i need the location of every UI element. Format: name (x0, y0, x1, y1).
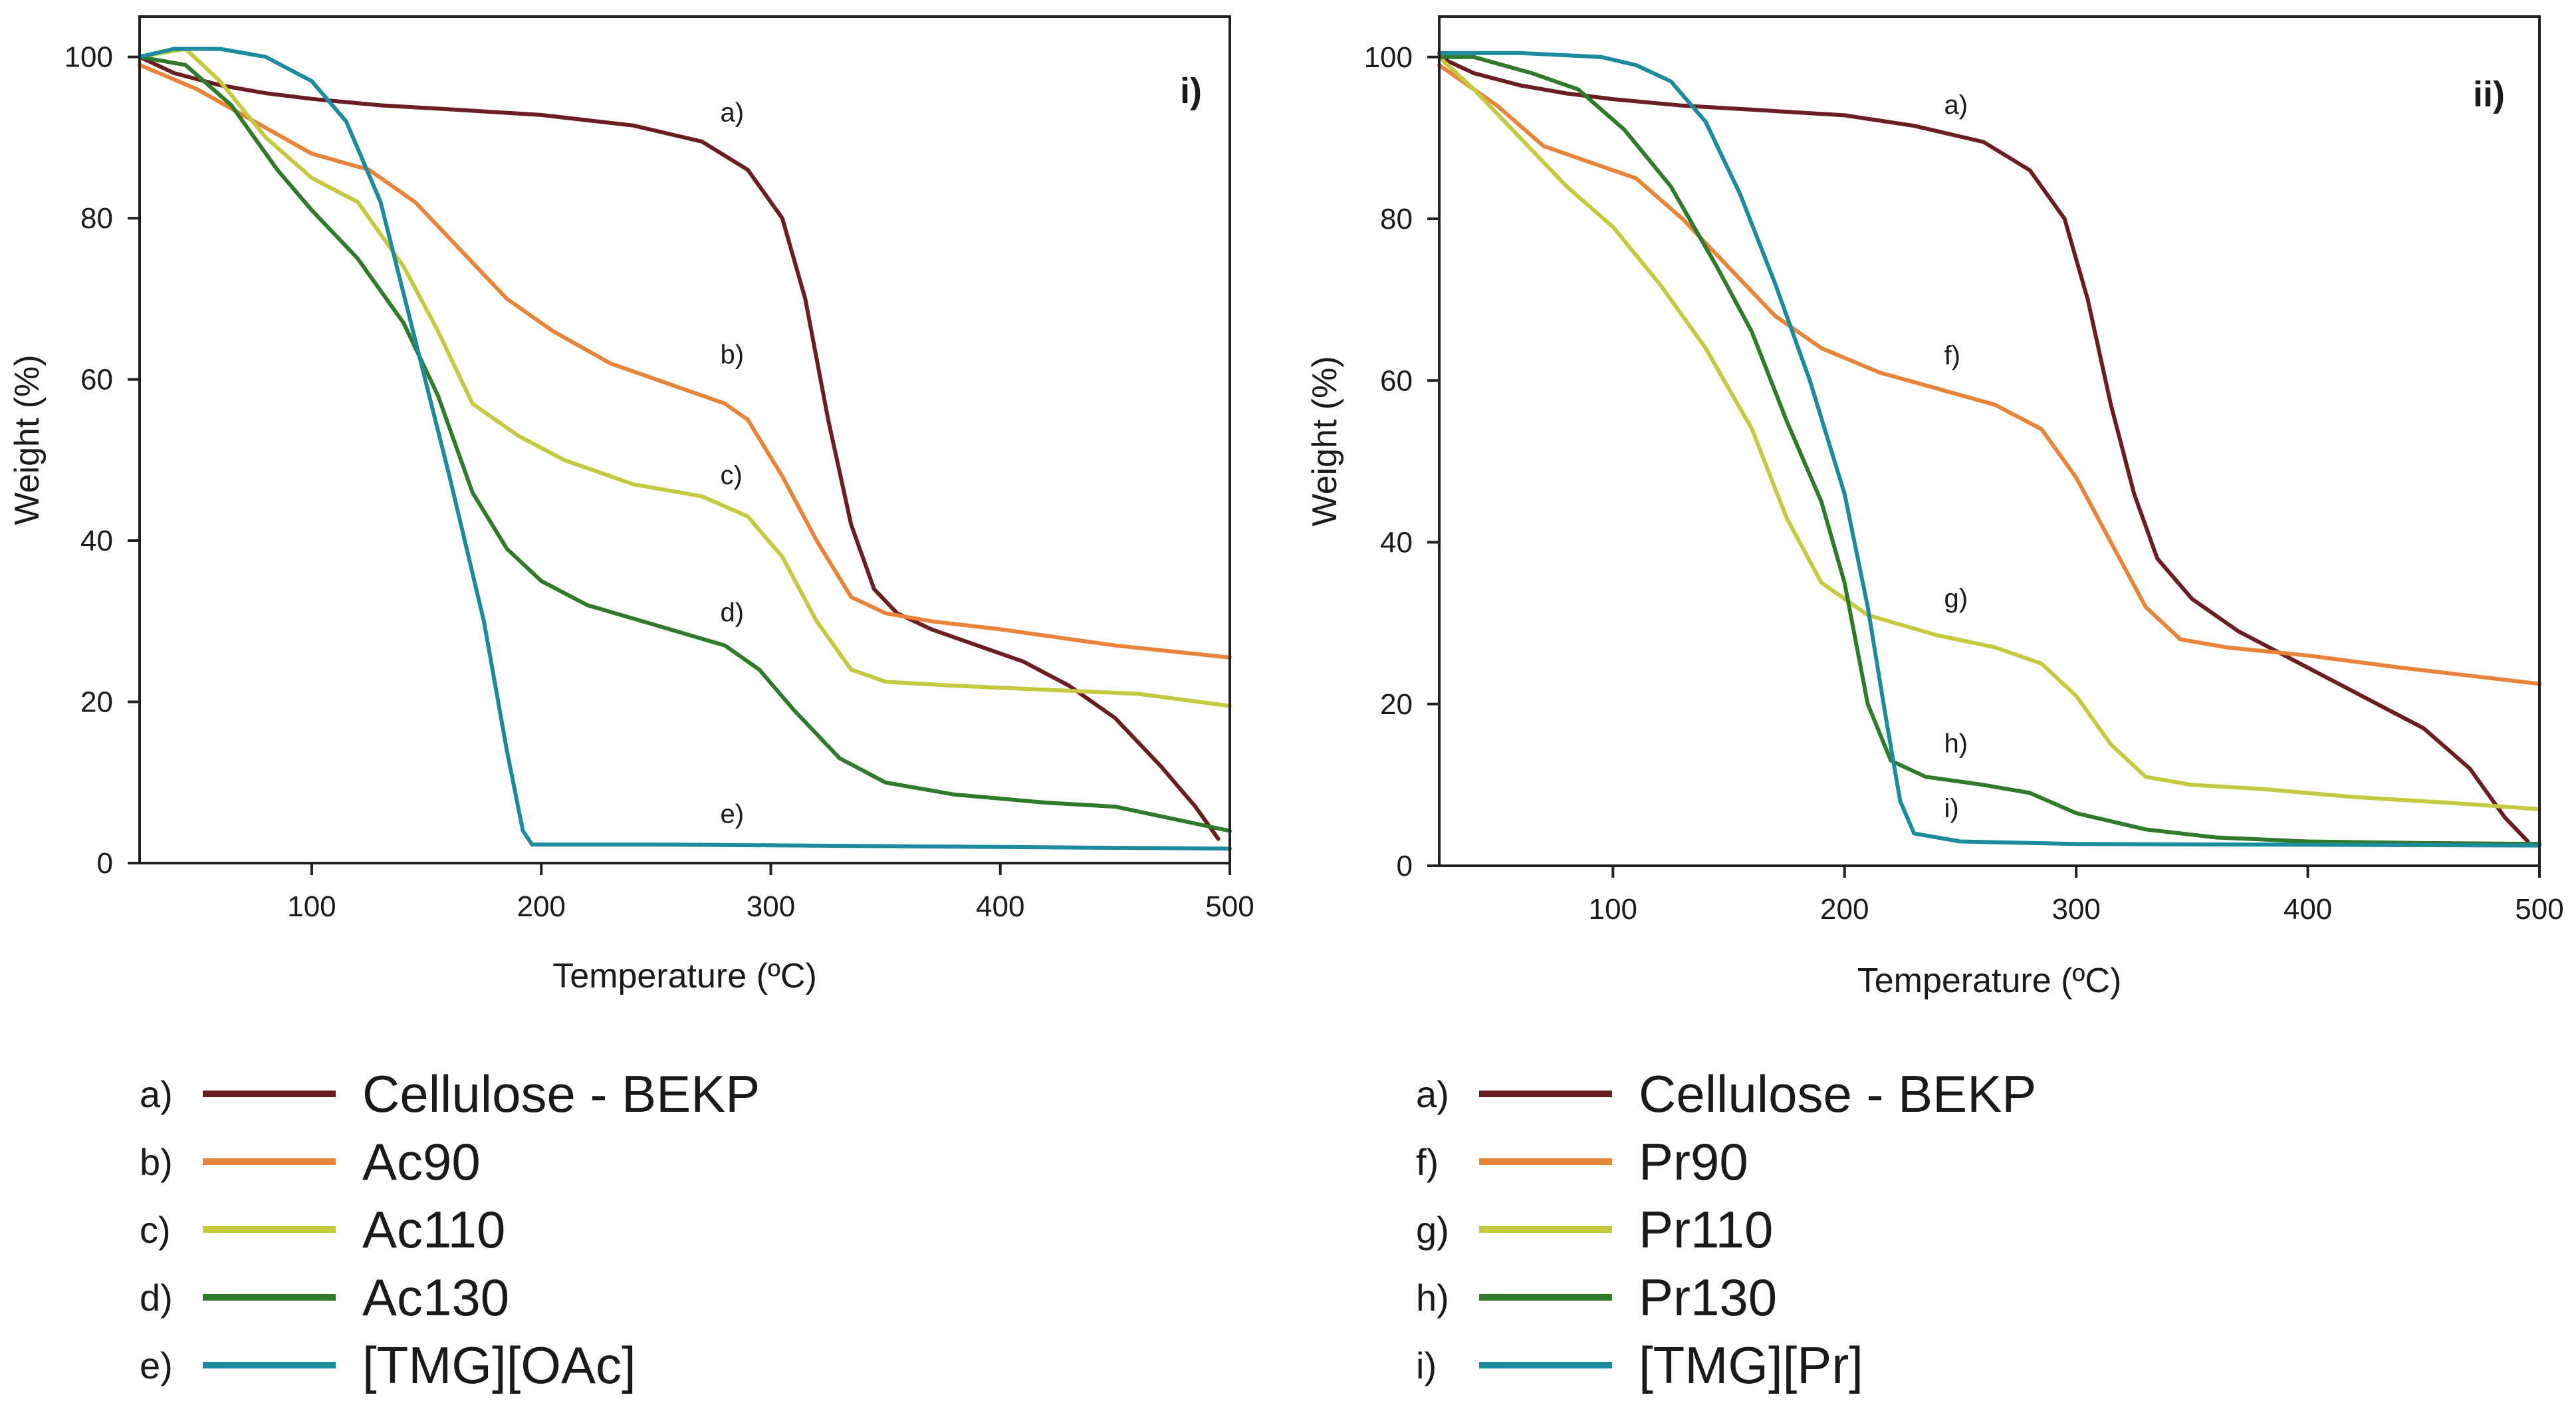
chart-panel-1: a) b) c) d) e) 100 200 300 400 500 0 20 40 60 80 100 Tem… (8, 15, 1254, 1394)
legend-label: Ac110 (362, 1200, 505, 1259)
curve-label: c) (721, 461, 743, 490)
plot-frame (1438, 15, 2541, 867)
y-tick-label: 40 (1380, 527, 1413, 559)
x-axis-label: Temperature (ºC) (1857, 962, 2122, 1000)
legend-1: a) Cellulose - BEKP b) Ac90 c) Ac110 d) Ac130 e)… (140, 1065, 760, 1394)
legend-label: Pr110 (1639, 1200, 1773, 1259)
curve-label: h) (1944, 729, 1968, 759)
legend-marker: a) (1416, 1073, 1449, 1115)
y-tick-label: 40 (80, 525, 113, 557)
legend-marker: h) (1416, 1277, 1449, 1319)
legend-label: Ac130 (362, 1268, 509, 1327)
x-tick-label: 300 (2051, 893, 2100, 926)
legend-marker: f) (1416, 1141, 1439, 1183)
series-line-pr90 (1437, 63, 2541, 686)
series-line-ac110 (138, 47, 1232, 708)
legend-label: Cellulose - BEKP (362, 1065, 760, 1123)
panel-label: i) (1180, 71, 1202, 111)
series-line--tmg-oac- (138, 47, 1232, 851)
curve-label: f) (1944, 341, 1960, 370)
legend-label: Pr130 (1639, 1268, 1777, 1327)
series-line-ac130 (138, 55, 1232, 833)
legend-marker: c) (140, 1209, 171, 1251)
x-tick-label: 200 (517, 890, 565, 923)
curve-label: a) (1944, 90, 1968, 120)
y-tick-label: 100 (1364, 41, 1413, 74)
x-tick-label: 100 (1589, 893, 1637, 926)
series-line-cellulose-bekp (1437, 55, 2530, 844)
curve-label: g) (1944, 584, 1968, 613)
legend-label: Ac90 (362, 1132, 481, 1191)
panel-label: ii) (2473, 74, 2505, 114)
y-tick-label: 80 (1380, 203, 1413, 235)
curve-label: a) (721, 98, 745, 128)
curve-label: b) (721, 340, 745, 369)
x-tick-label: 300 (747, 890, 795, 923)
legend-label: Cellulose - BEKP (1639, 1065, 2036, 1123)
series-line-cellulose-bekp (138, 55, 1221, 841)
chart-panel-2: a) f) g) h) i) 100 200 300 400 500 0 20 40 60 80 100 Tem… (1306, 15, 2564, 1394)
series-line-ac90 (138, 63, 1232, 660)
legend-2: a) Cellulose - BEKP f) Pr90 g) Pr110 h) Pr130 i)… (1416, 1065, 2036, 1394)
y-tick-label: 100 (64, 41, 113, 74)
x-tick-label: 500 (1205, 890, 1254, 923)
series-line-pr130 (1437, 55, 2541, 846)
x-tick-label: 400 (2283, 893, 2332, 926)
y-tick-label: 20 (80, 686, 113, 719)
legend-label: [TMG][OAc] (362, 1336, 636, 1394)
curve-label: i) (1944, 794, 1959, 823)
series-line-pr110 (1437, 55, 2541, 811)
legend-marker: e) (140, 1345, 173, 1386)
x-tick-label: 400 (976, 890, 1024, 923)
legend-marker: a) (140, 1073, 173, 1115)
y-axis-label: Weight (%) (1306, 356, 1344, 526)
x-tick-label: 500 (2515, 893, 2563, 926)
y-tick-label: 20 (1380, 688, 1413, 721)
legend-marker: d) (140, 1277, 173, 1319)
legend-marker: i) (1416, 1345, 1437, 1386)
x-axis-label: Temperature (ºC) (552, 957, 817, 995)
legend-label: Pr90 (1639, 1132, 1748, 1191)
x-tick-label: 200 (1820, 893, 1869, 926)
y-tick-label: 60 (1380, 364, 1413, 397)
x-tick-label: 100 (287, 890, 336, 923)
curve-label: d) (721, 598, 745, 627)
y-tick-label: 0 (1397, 850, 1413, 882)
legend-label: [TMG][Pr] (1639, 1336, 1863, 1394)
plot-frame (138, 15, 1231, 864)
legend-marker: g) (1416, 1209, 1449, 1251)
y-axis-label: Weight (%) (8, 354, 47, 525)
curve-label: e) (721, 799, 745, 829)
legend-marker: b) (140, 1141, 173, 1183)
y-tick-label: 80 (80, 202, 113, 235)
series-line--tmg-pr- (1437, 51, 2541, 848)
y-tick-label: 60 (80, 364, 113, 396)
y-tick-label: 0 (97, 847, 113, 880)
